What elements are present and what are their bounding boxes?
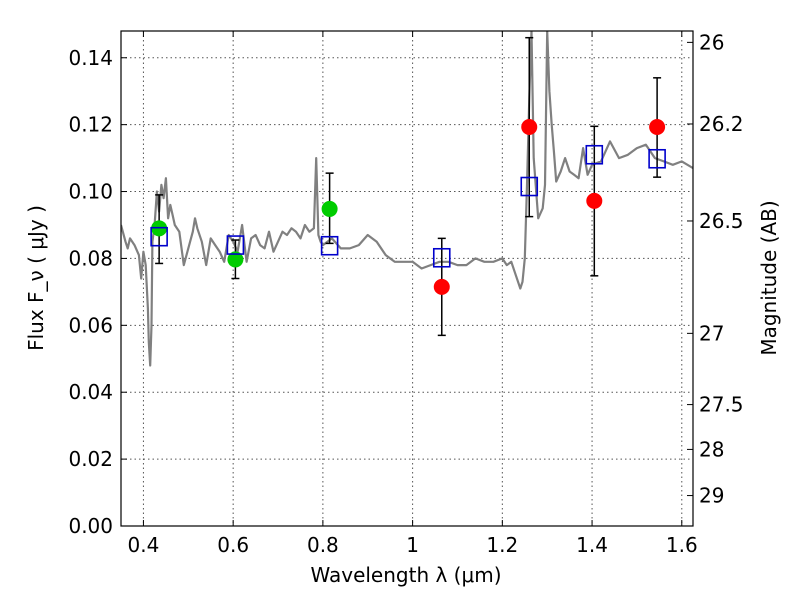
y-tick-label: 0.14 — [68, 46, 113, 70]
axis-labels: 0.4 0.6 0.8 1 1.2 1.4 1.6 0.00 0.02 0.04 0.06 0.08 0… — [68, 30, 743, 557]
data-point-square — [520, 176, 539, 197]
spectrum-line — [121, 31, 693, 367]
data-point-circle — [227, 251, 244, 268]
right-axis-title: Magnitude (AB) — [757, 200, 781, 355]
data-point-circle — [586, 192, 603, 209]
data-point-circle — [649, 118, 666, 135]
right-tick-label: 27 — [699, 321, 724, 345]
data-point-square — [226, 235, 245, 255]
axis-ticks — [121, 31, 693, 527]
y-tick-label: 0.06 — [68, 313, 113, 337]
y-tick-label: 0.04 — [68, 380, 113, 404]
data-point-square — [150, 226, 168, 247]
data-point-circle — [321, 200, 338, 217]
data-point-square — [648, 148, 666, 169]
x-tick-label: 1 — [406, 533, 419, 557]
y-tick-label: 0.08 — [68, 246, 113, 270]
x-axis-title: Wavelength λ (μm) — [310, 563, 501, 587]
data-point-circle — [521, 118, 538, 135]
y-tick-label: 0.00 — [68, 514, 113, 538]
data-point-square — [432, 247, 451, 268]
y-tick-label: 0.12 — [68, 113, 113, 137]
right-tick-label: 27.5 — [699, 393, 744, 417]
y-axis-title: Flux F_ν ( μJy ) — [24, 205, 48, 351]
y-tick-label: 0.02 — [68, 447, 113, 471]
data-point-square — [585, 144, 604, 165]
data-point-circle — [433, 278, 450, 295]
right-tick-label: 26 — [699, 30, 724, 54]
right-tick-label: 26.2 — [699, 112, 744, 136]
right-tick-label: 28 — [699, 437, 724, 461]
x-tick-label: 0.8 — [307, 533, 339, 557]
x-tick-label: 0.6 — [217, 533, 249, 557]
right-tick-label: 29 — [699, 484, 724, 508]
plot-frame — [120, 30, 694, 527]
x-tick-label: 1.6 — [666, 533, 698, 557]
right-tick-label: 26.5 — [699, 209, 744, 233]
data-marks — [150, 36, 666, 337]
x-tick-label: 1.2 — [486, 533, 518, 557]
x-tick-label: 1.4 — [576, 533, 608, 557]
x-tick-label: 0.4 — [128, 533, 160, 557]
plot-area — [121, 31, 693, 526]
data-point-square — [320, 235, 339, 256]
spectrum-layer — [121, 31, 693, 367]
y-tick-label: 0.10 — [68, 180, 113, 204]
